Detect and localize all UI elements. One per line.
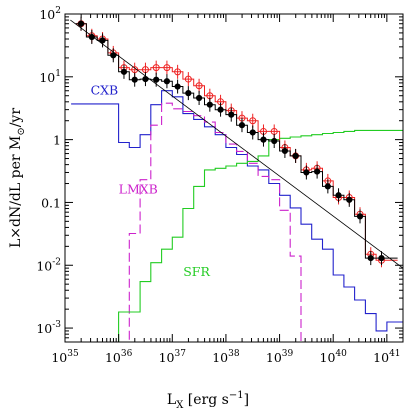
- black-filled-data-point: [131, 76, 138, 83]
- y-axis-label-main: L×dN/dL per M: [8, 136, 24, 248]
- series-group: [70, 16, 403, 342]
- series-4-step-line: [75, 23, 398, 259]
- red-open-data-point: [249, 117, 257, 125]
- y-tick-label: 1: [53, 133, 61, 148]
- black-filled-data-point: [346, 196, 353, 203]
- red-open-data-point: [184, 75, 192, 83]
- black-filled-data-point: [260, 136, 267, 143]
- black-filled-data-point: [99, 37, 106, 44]
- x-axis-label-close: ]: [244, 392, 249, 408]
- x-axis-label-sup: −1: [229, 390, 244, 401]
- lmxb-series-label: LMXB: [119, 181, 158, 196]
- black-filled-data-point: [249, 129, 256, 136]
- y-axis-label-sub: ⊙: [16, 127, 27, 135]
- black-filled-data-point: [367, 254, 374, 262]
- black-filled-data-point: [120, 68, 128, 75]
- black-filled-data-point: [324, 183, 331, 190]
- black-filled-data-point: [314, 168, 321, 175]
- red-open-data-point: [174, 68, 182, 76]
- lmxb-step-line: [118, 102, 312, 342]
- black-filled-data-point: [271, 137, 278, 145]
- black-filled-data-point: [281, 147, 288, 155]
- y-tick-label: 101: [39, 69, 61, 85]
- power-law-fit-line: [70, 19, 403, 269]
- series-layer: [70, 16, 403, 342]
- black-filled-data-point: [206, 101, 213, 108]
- series-3-step-line: [75, 23, 398, 261]
- red-open-data-point: [131, 66, 139, 74]
- black-filled-data-point: [217, 106, 224, 113]
- black-filled-data-point: [292, 152, 299, 160]
- x-tick-label: 1036: [105, 349, 133, 365]
- red-open-data-point: [195, 82, 203, 90]
- x-axis-label-main: L: [167, 392, 176, 408]
- y-tick-label: 10-2: [36, 257, 61, 273]
- x-tick-label: 1037: [159, 349, 187, 365]
- sfr-step-line: [71, 129, 403, 342]
- black-filled-data-point: [195, 94, 203, 102]
- black-filled-data-point: [335, 192, 342, 199]
- x-tick-label: 1035: [51, 349, 79, 365]
- sfr-series-label: SFR: [183, 264, 210, 279]
- black-filled-data-point: [77, 20, 85, 27]
- x-tick-label: 1038: [212, 349, 240, 365]
- cxb-series-label: CXB: [91, 83, 119, 98]
- x-tick-label: 1041: [373, 349, 400, 365]
- red-open-data-point: [163, 64, 171, 72]
- x-axis-label-sub: X: [176, 400, 184, 411]
- x-tick-label: 1039: [266, 349, 294, 365]
- ticks-layer: [64, 13, 404, 343]
- y-tick-label: 0.1: [41, 195, 61, 210]
- black-filled-data-point: [110, 52, 117, 59]
- black-filled-data-point: [228, 111, 235, 118]
- black-filled-data-point: [185, 90, 192, 97]
- black-filled-data-point: [88, 33, 95, 41]
- black-filled-data-point: [238, 122, 246, 129]
- plot-frame: [64, 13, 404, 343]
- x-axis-label: LX [erg s−1]: [167, 390, 249, 411]
- black-filled-data-point: [174, 83, 181, 90]
- x-axis-label-rest: [erg s: [183, 392, 229, 408]
- y-tick-label: 102: [39, 6, 61, 22]
- black-filled-data-point: [356, 213, 364, 220]
- black-filled-data-point: [163, 78, 171, 85]
- x-tick-label: 1040: [320, 349, 348, 365]
- black-filled-data-point: [378, 254, 385, 262]
- y-axis-label: L×dN/dL per M⊙/yr: [8, 108, 27, 248]
- black-filled-data-point: [153, 76, 160, 83]
- black-filled-data-point: [303, 169, 310, 176]
- red-open-data-point: [152, 64, 160, 72]
- y-tick-label: 10-3: [36, 320, 61, 336]
- y-axis-label-rest: /yr: [8, 108, 24, 128]
